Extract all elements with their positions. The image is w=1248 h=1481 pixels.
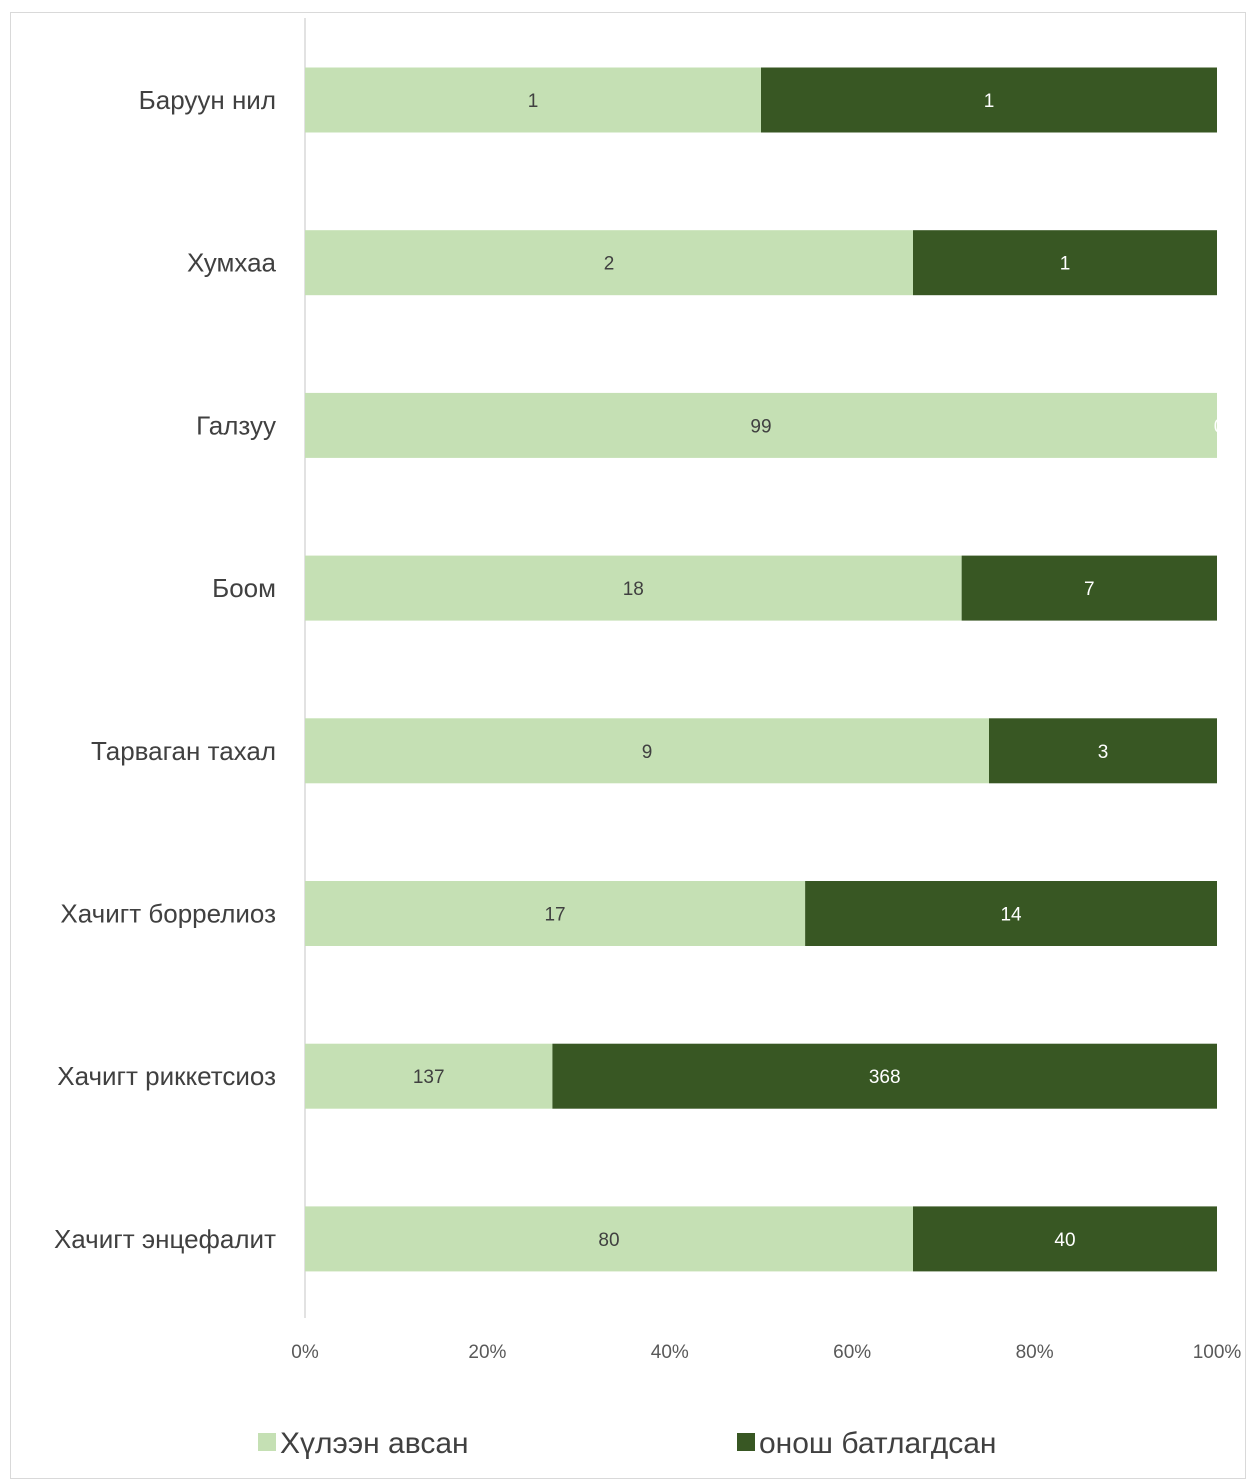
data-label: 14 <box>1000 905 1022 926</box>
legend-label: Хүлээн авсан <box>280 1427 469 1460</box>
bar-segment-confirmed <box>805 881 1217 946</box>
legend: Хүлээн авсан онош батлагдсан <box>258 1427 996 1460</box>
data-label: 80 <box>598 1230 619 1251</box>
bar-segment-confirmed <box>552 1043 1217 1109</box>
x-tick-label: 20% <box>468 1342 506 1363</box>
x-tick-label: 80% <box>1016 1342 1054 1363</box>
x-axis-ticks: 0% 20% 40% 60% 80% 100% <box>291 1342 1241 1363</box>
bar-segment-received <box>305 881 806 946</box>
bar-segment-received <box>305 392 1217 458</box>
bar-segment-confirmed <box>961 555 1217 621</box>
category-label: Тарваган тахал <box>91 736 276 766</box>
category-label: Хумхаа <box>187 248 277 278</box>
bar-segment-received <box>305 1206 913 1272</box>
data-label: 1 <box>528 91 539 112</box>
legend-label: онош батлагдсан <box>759 1427 996 1460</box>
bar-segment-confirmed <box>761 67 1217 133</box>
bar-segment-received <box>305 1043 553 1109</box>
bar-segment-received <box>305 67 761 133</box>
category-label: Галзуу <box>196 410 276 440</box>
bar-segment-received <box>305 230 913 296</box>
data-label: 137 <box>413 1067 445 1088</box>
data-label: 368 <box>869 1067 901 1088</box>
category-label: Баруун нил <box>139 85 276 115</box>
bar-segment-received <box>305 555 962 621</box>
category-label: Хачигт боррелиоз <box>60 899 276 929</box>
category-label: Боом <box>212 573 276 603</box>
bar-segment-received <box>305 718 989 784</box>
data-label: 99 <box>750 416 771 437</box>
data-label: 0 <box>1214 416 1225 437</box>
data-label: 18 <box>623 579 644 600</box>
bar-segment-confirmed <box>913 230 1217 296</box>
data-label: 40 <box>1054 1230 1075 1251</box>
bar-segment-confirmed <box>989 718 1217 784</box>
bars-group: 1 1 2 1 99 0 18 7 9 3 17 14 137 368 80 40 <box>305 67 1225 1272</box>
data-label: 1 <box>984 91 995 112</box>
data-label: 1 <box>1060 254 1071 275</box>
x-tick-label: 60% <box>833 1342 871 1363</box>
category-labels: Баруун нил Хумхаа Галзуу Боом Тарваган тахал… <box>54 85 277 1254</box>
category-label: Хачигт риккетсиоз <box>57 1061 276 1091</box>
category-label: Хачигт энцефалит <box>54 1224 276 1254</box>
x-tick-label: 100% <box>1193 1342 1242 1363</box>
x-tick-label: 40% <box>651 1342 689 1363</box>
data-label: 17 <box>544 905 565 926</box>
data-label: 7 <box>1084 579 1095 600</box>
legend-swatch <box>737 1433 755 1451</box>
data-label: 9 <box>642 742 653 763</box>
legend-swatch <box>258 1433 276 1451</box>
x-tick-label: 0% <box>291 1342 319 1363</box>
bar-segment-confirmed <box>913 1206 1217 1272</box>
data-label: 3 <box>1098 742 1109 763</box>
data-label: 2 <box>604 254 615 275</box>
